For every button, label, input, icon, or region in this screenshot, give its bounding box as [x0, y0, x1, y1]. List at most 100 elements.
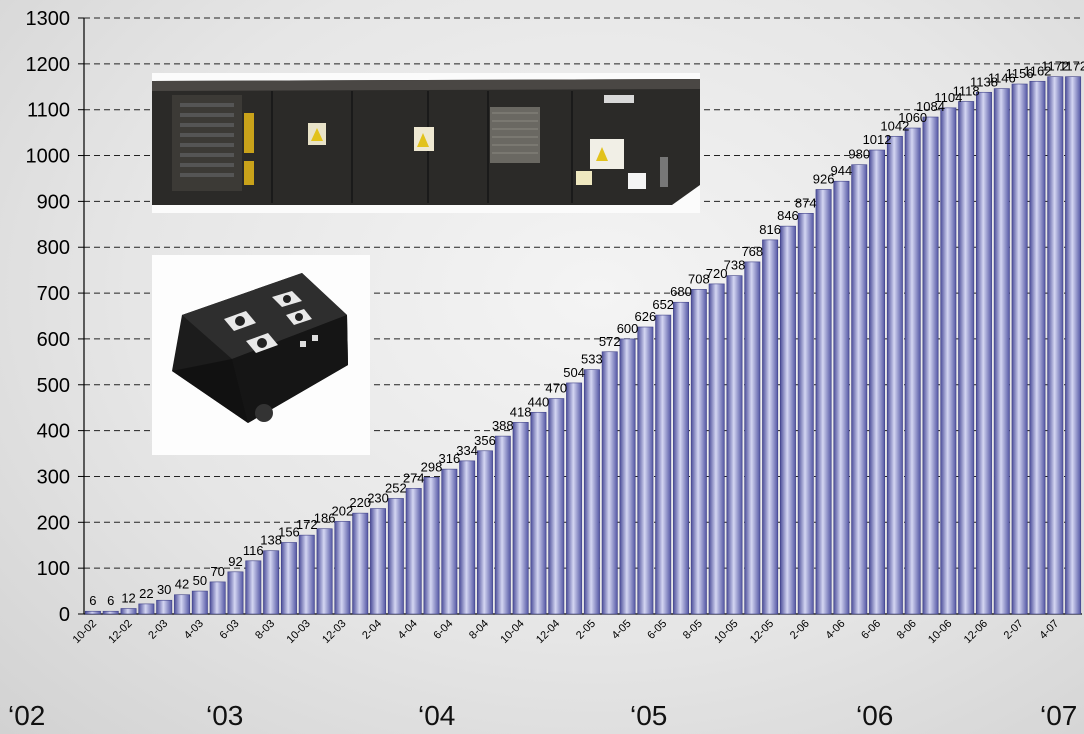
year-label-2002: ‘02 [8, 700, 46, 731]
bar-10-02 [84, 610, 101, 615]
bar-8-05 [690, 289, 707, 615]
value-label-3-07: 1162 [1023, 63, 1051, 78]
x-tick-label-8-06: 8-06 [895, 618, 919, 642]
value-label-9-04: 388 [492, 418, 514, 433]
igbt-module-photo [152, 255, 370, 455]
bar-5-06 [851, 164, 868, 615]
x-tick-label-6-06: 6-06 [859, 618, 883, 642]
x-tick-label-10-06: 10-06 [926, 618, 954, 646]
bar-1-06 [779, 225, 796, 615]
bar-4-04 [405, 488, 422, 615]
equipment-rack-photo [152, 73, 700, 213]
value-label-5-04: 298 [421, 459, 443, 474]
bar-10-03 [298, 534, 315, 615]
value-label-4-07: 1172 [1041, 59, 1069, 74]
tick-labels: 10-02 12-02 2-03 4-03 6-03 8-03 10-03 12-03 2-04… [71, 618, 1062, 646]
bar-7-05 [673, 301, 689, 615]
x-tick-label-4-07: 4-07 [1037, 618, 1061, 642]
bar-2-06 [797, 213, 814, 615]
x-tick-label-2-06: 2-06 [788, 618, 812, 642]
value-label-12-02: 12 [121, 590, 135, 605]
y-tick-label-800: 800 [37, 237, 70, 259]
bar-3-05 [601, 351, 618, 615]
bar-4-07 [1047, 76, 1064, 615]
x-tick-label-8-03: 8-03 [253, 618, 277, 642]
bar-1-03 [138, 603, 155, 615]
year-label-2007: ‘07 [1040, 700, 1078, 731]
value-label-8-04: 356 [474, 433, 496, 448]
bar-3-06 [815, 189, 832, 615]
x-tick-label-12-03: 12-03 [320, 618, 348, 646]
y-tick-label-500: 500 [37, 375, 70, 397]
x-tick-label-8-04: 8-04 [467, 618, 491, 642]
bar-2-07 [1011, 83, 1028, 615]
value-label-6-06: 1012 [863, 132, 892, 147]
value-label-1-06: 846 [777, 208, 799, 223]
value-label-8-05: 708 [688, 271, 710, 286]
value-label-9-06: 1084 [916, 99, 945, 114]
value-label-10-05: 738 [724, 258, 746, 273]
y-tick-label-1100: 1100 [27, 100, 70, 122]
year-label-2006: ‘06 [856, 700, 894, 731]
value-label-1-04: 220 [349, 495, 371, 510]
x-tick-label-8-05: 8-05 [681, 618, 705, 642]
y-tick-label-100: 100 [37, 558, 70, 580]
value-label-11-05: 768 [741, 244, 763, 259]
value-label-10-03: 172 [296, 517, 318, 532]
value-label-2-03: 30 [157, 582, 171, 597]
bar-9-04 [494, 435, 511, 615]
value-label-3-04: 252 [385, 480, 407, 495]
value-label-7-04: 334 [456, 443, 478, 458]
value-label-4-05: 600 [617, 321, 639, 336]
y-tick-label-1300: 1300 [26, 8, 71, 30]
y-tick-label-1200: 1200 [26, 54, 71, 76]
value-label-4-03: 50 [193, 573, 207, 588]
x-tick-label-12-02: 12-02 [106, 618, 134, 646]
bar-12-04 [548, 398, 565, 615]
value-label-11-03: 186 [314, 511, 336, 526]
x-tick-label-12-05: 12-05 [748, 618, 776, 646]
bar-3-03 [174, 594, 190, 615]
bar-2-03 [156, 599, 173, 615]
bar-5-03 [209, 581, 226, 615]
value-label-1-05: 504 [563, 365, 585, 380]
bar-11-02 [102, 610, 119, 615]
bar-1-04 [352, 512, 369, 615]
x-tick-label-4-04: 4-04 [396, 618, 420, 642]
value-label-5-07: 1172 [1059, 59, 1084, 74]
y-tick-label-900: 900 [37, 191, 70, 213]
bar-9-05 [708, 283, 725, 615]
value-label-12-04: 470 [545, 381, 567, 396]
value-label-10-04: 418 [510, 404, 532, 419]
x-tick-label-10-03: 10-03 [285, 618, 313, 646]
value-label-7-05: 680 [670, 284, 692, 299]
value-label-12-05: 816 [759, 222, 781, 237]
axes: 0 100 200 300 400 500 600 700 800 900 1000 1100 1200… [26, 8, 1082, 626]
value-label-4-06: 944 [831, 163, 853, 178]
value-label-9-03: 156 [278, 524, 300, 539]
x-tick-label-4-03: 4-03 [182, 618, 206, 642]
value-label-6-03: 92 [228, 554, 242, 569]
year-label-2005: ‘05 [630, 700, 668, 731]
year-label-2003: ‘03 [206, 700, 244, 731]
value-label-4-04: 274 [403, 470, 425, 485]
y-tick-label-400: 400 [37, 421, 70, 443]
x-tick-label-4-06: 4-06 [823, 618, 847, 642]
bar-1-07 [993, 88, 1010, 615]
x-tick-label-6-05: 6-05 [645, 618, 669, 642]
value-label-5-03: 70 [210, 564, 224, 579]
value-label-2-07: 1156 [1006, 66, 1034, 81]
x-tick-label-2-05: 2-05 [574, 618, 598, 642]
value-label-5-05: 626 [635, 309, 657, 324]
bar-6-03 [227, 571, 244, 615]
x-tick-label-2-03: 2-03 [146, 618, 170, 642]
value-label-10-02: 6 [89, 593, 96, 608]
bar-9-06 [922, 116, 939, 615]
bar-6-06 [869, 149, 886, 615]
bar-10-06 [940, 107, 957, 615]
bar-5-05 [637, 326, 654, 615]
value-label-3-03: 42 [175, 577, 189, 592]
x-tick-label-6-03: 6-03 [218, 618, 242, 642]
value-label-7-03: 116 [243, 543, 264, 558]
bar-4-03 [191, 590, 208, 615]
